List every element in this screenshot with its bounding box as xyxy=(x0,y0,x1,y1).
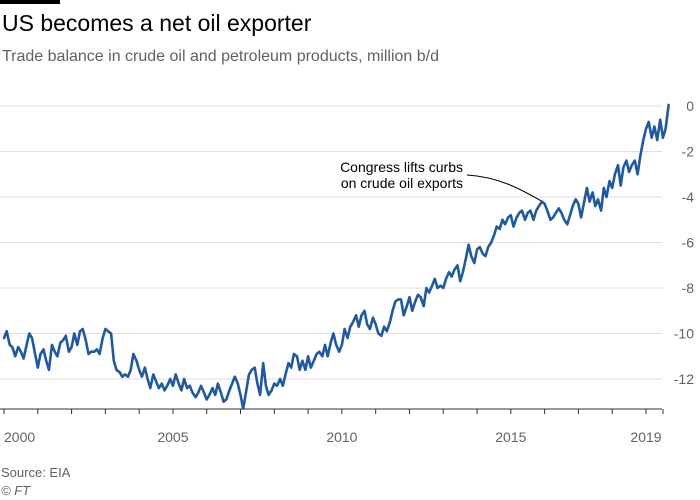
chart-subtitle: Trade balance in crude oil and petroleum… xyxy=(2,48,439,65)
copyright-note: © FT xyxy=(1,483,31,498)
brand-accent-bar xyxy=(0,0,60,4)
y-tick-label: -12 xyxy=(674,371,694,387)
y-tick-label: -10 xyxy=(674,326,694,342)
annotation-line-2: on crude oil exports xyxy=(341,175,463,191)
annotation-leader-line xyxy=(466,174,544,203)
y-tick-label: 0 xyxy=(686,98,694,114)
y-tick-label: -2 xyxy=(682,144,695,160)
x-tick-label: 2005 xyxy=(157,429,188,445)
x-tick-label: 2010 xyxy=(326,429,357,445)
y-tick-label: -6 xyxy=(682,235,695,251)
series-layer xyxy=(2,103,670,410)
x-tick-label: 2019 xyxy=(630,429,661,445)
series-line xyxy=(2,103,670,410)
gridlines xyxy=(0,105,662,410)
annotation-line-1: Congress lifts curbs xyxy=(340,159,463,175)
y-axis-ticks: 0 -2 -4 -6 -8 -10 -12 xyxy=(674,98,694,387)
x-axis-ticks: 2000 2005 2010 2015 2019 xyxy=(3,409,664,445)
source-note: Source: EIA xyxy=(1,465,71,480)
x-tick-label: 2015 xyxy=(495,429,526,445)
x-tick-label: 2000 xyxy=(4,429,35,445)
y-tick-label: -4 xyxy=(682,189,695,205)
y-tick-label: -8 xyxy=(682,280,695,296)
chart-title: US becomes a net oil exporter xyxy=(2,10,312,36)
